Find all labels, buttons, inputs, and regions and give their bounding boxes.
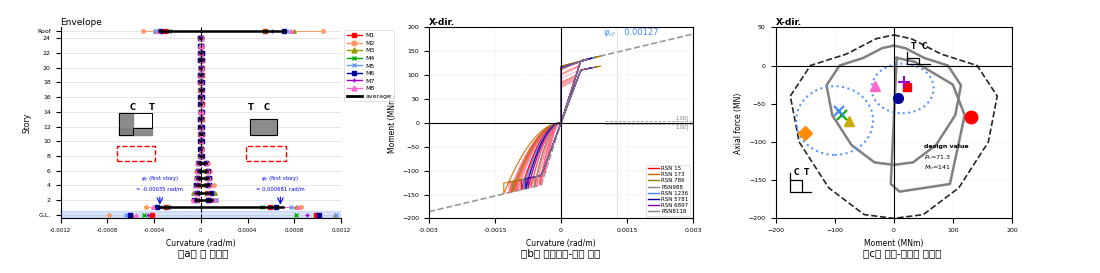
Text: T: T (911, 42, 916, 51)
Text: 0.00127: 0.00127 (619, 28, 659, 37)
Text: T: T (148, 103, 155, 112)
X-axis label: Moment (MNm): Moment (MNm) (865, 239, 923, 248)
Text: $\varphi_{cf}$: $\varphi_{cf}$ (603, 28, 617, 39)
Text: design value: design value (924, 144, 969, 149)
Text: X-dir.: X-dir. (429, 17, 455, 26)
Bar (60, 211, 341, 217)
Text: X-dir.: X-dir. (776, 17, 802, 26)
X-axis label: Curvature (rad/m): Curvature (rad/m) (526, 239, 596, 248)
Text: T: T (249, 103, 254, 112)
Bar (117, 146, 155, 161)
Text: C: C (130, 103, 136, 112)
Text: 1.0D|: 1.0D| (675, 116, 689, 121)
Text: （b） 휨모멘트-곡률 관계: （b） 휨모멘트-곡률 관계 (521, 249, 601, 259)
Text: Envelope: Envelope (60, 17, 102, 26)
Legend: M1, M2, M3, M4, M5, M6, M7, M8, average: M1, M2, M3, M4, M5, M6, M7, M8, average (344, 30, 394, 101)
Text: （c） 축력-모멘트 최댓값: （c） 축력-모멘트 최댓값 (862, 249, 942, 259)
Text: T: T (804, 168, 808, 177)
Text: C: C (922, 42, 927, 51)
Text: $M_n$=141: $M_n$=141 (924, 164, 952, 172)
Bar (246, 146, 286, 161)
Text: （a） 축 변형률: （a） 축 변형률 (178, 249, 229, 259)
Y-axis label: Axial force (MN): Axial force (MN) (734, 92, 744, 153)
Y-axis label: Moment (MNm): Moment (MNm) (387, 93, 397, 153)
Text: C: C (793, 168, 799, 177)
Text: $\varphi_y$ (first story)
= -0.00035 rad/m: $\varphi_y$ (first story) = -0.00035 rad… (136, 175, 184, 191)
Text: 1.0D|: 1.0D| (675, 124, 689, 130)
Text: $P_n$=71.3: $P_n$=71.3 (924, 153, 952, 162)
Legend: RSN 15, RSN 173, RSN 786, RSN988, RSN 1236, RSN 5781, RSN 6897, RSN8118: RSN 15, RSN 173, RSN 786, RSN988, RSN 12… (646, 165, 690, 216)
Text: C: C (263, 103, 270, 112)
X-axis label: Curvature (rad/m): Curvature (rad/m) (166, 239, 235, 248)
Text: $\varphi_y$ (first story)
= 0.000681 rad/m: $\varphi_y$ (first story) = 0.000681 rad… (256, 175, 305, 191)
Y-axis label: Story: Story (22, 113, 31, 133)
